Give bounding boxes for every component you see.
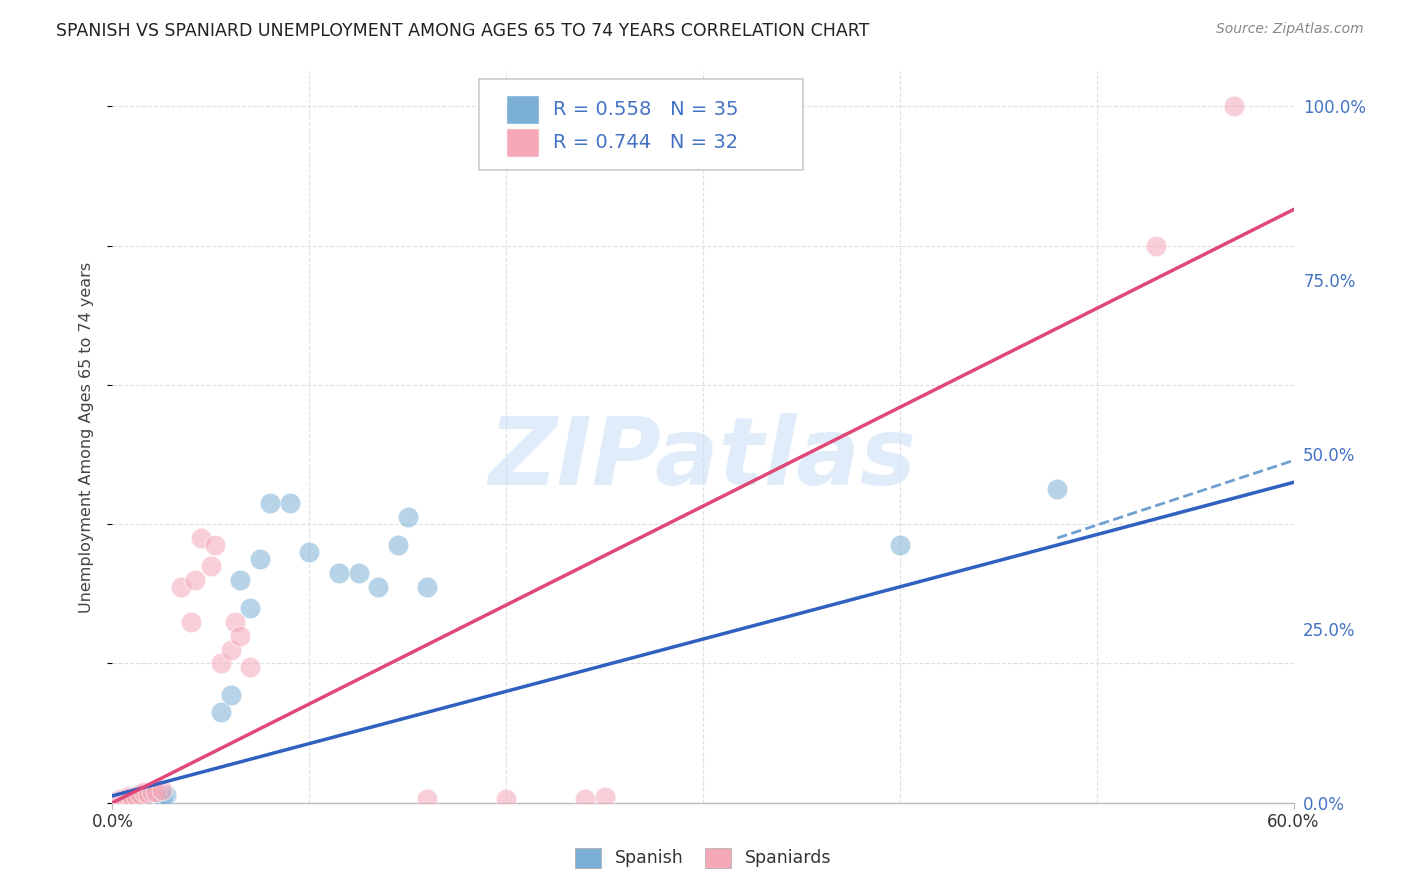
Point — [239, 660, 262, 674]
Point — [105, 794, 128, 808]
Point — [155, 788, 177, 802]
Point — [328, 566, 350, 580]
Point — [125, 789, 148, 803]
Point — [110, 792, 132, 806]
Point — [105, 794, 128, 808]
Text: R = 0.744   N = 32: R = 0.744 N = 32 — [553, 133, 738, 152]
Point — [239, 600, 262, 615]
Point — [219, 642, 242, 657]
Point — [367, 580, 389, 594]
Point — [889, 538, 911, 552]
Point — [396, 510, 419, 524]
Point — [224, 615, 246, 629]
Point — [129, 788, 152, 802]
Point — [112, 793, 135, 807]
Point — [120, 789, 142, 803]
Point — [125, 791, 148, 805]
Point — [111, 791, 134, 805]
Point — [190, 531, 212, 545]
Point — [495, 792, 517, 806]
Point — [145, 789, 167, 804]
Point — [1223, 99, 1246, 113]
Point — [115, 791, 138, 805]
Legend: Spanish, Spaniards: Spanish, Spaniards — [568, 840, 838, 874]
Point — [259, 496, 281, 510]
Text: Source: ZipAtlas.com: Source: ZipAtlas.com — [1216, 22, 1364, 37]
Point — [127, 792, 149, 806]
Point — [184, 573, 207, 587]
Point — [298, 545, 321, 559]
Point — [219, 688, 242, 702]
Point — [574, 792, 596, 806]
Point — [132, 785, 155, 799]
Point — [200, 558, 222, 573]
Point — [112, 791, 135, 805]
Point — [347, 566, 370, 580]
Text: ZIPatlas: ZIPatlas — [489, 413, 917, 505]
Point — [141, 789, 163, 803]
Point — [122, 792, 145, 806]
Point — [120, 793, 142, 807]
Point — [209, 657, 232, 671]
Point — [1046, 483, 1069, 497]
Point — [145, 785, 167, 799]
Point — [249, 552, 271, 566]
Point — [209, 705, 232, 719]
Point — [117, 790, 139, 805]
Point — [136, 791, 159, 805]
Point — [229, 573, 252, 587]
Point — [204, 538, 226, 552]
Text: R = 0.558   N = 35: R = 0.558 N = 35 — [553, 100, 738, 119]
Point — [117, 792, 139, 806]
Point — [1144, 238, 1167, 252]
Point — [129, 791, 152, 805]
Point — [416, 792, 439, 806]
Point — [387, 538, 409, 552]
Point — [110, 794, 132, 808]
Point — [150, 789, 173, 804]
Point — [180, 615, 202, 629]
FancyBboxPatch shape — [506, 95, 538, 124]
Point — [132, 790, 155, 805]
Point — [136, 788, 159, 802]
Text: SPANISH VS SPANIARD UNEMPLOYMENT AMONG AGES 65 TO 74 YEARS CORRELATION CHART: SPANISH VS SPANIARD UNEMPLOYMENT AMONG A… — [56, 22, 870, 40]
FancyBboxPatch shape — [478, 78, 803, 170]
Point — [115, 792, 138, 806]
Point — [131, 789, 153, 803]
Point — [111, 792, 134, 806]
Point — [150, 783, 173, 797]
Point — [278, 496, 301, 510]
Y-axis label: Unemployment Among Ages 65 to 74 years: Unemployment Among Ages 65 to 74 years — [79, 261, 94, 613]
Point — [121, 791, 143, 805]
Point — [416, 580, 439, 594]
Point — [121, 790, 143, 805]
Point — [141, 785, 163, 799]
Point — [229, 629, 252, 643]
Point — [593, 790, 616, 805]
FancyBboxPatch shape — [506, 128, 538, 157]
Point — [170, 580, 193, 594]
